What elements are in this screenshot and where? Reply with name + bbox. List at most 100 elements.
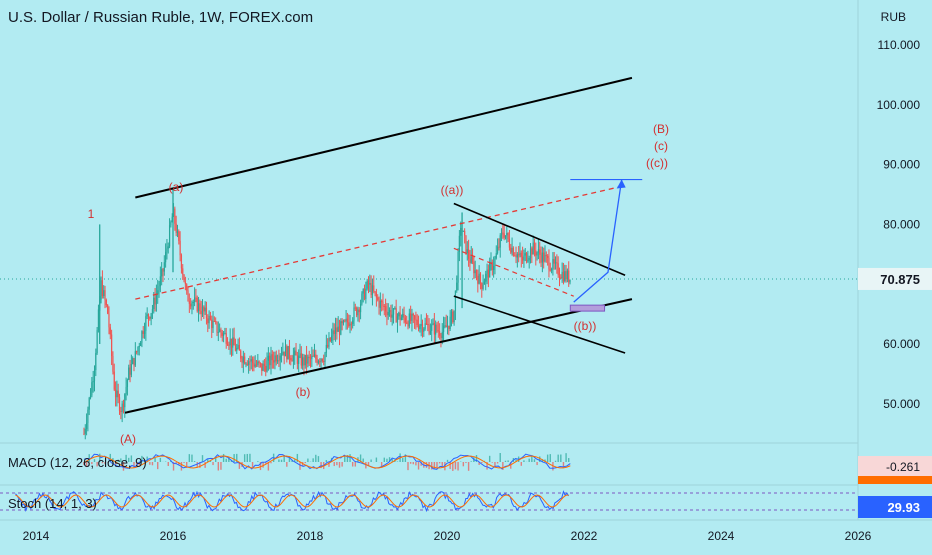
candle-body	[282, 352, 283, 355]
macd-histogram-bar	[523, 460, 524, 462]
candle-body	[108, 314, 109, 328]
candle-body	[382, 302, 383, 306]
candle-body	[517, 254, 518, 257]
candle-body	[394, 308, 395, 309]
time-tick-label: 2022	[571, 529, 598, 543]
target-box	[570, 305, 604, 311]
macd-histogram-bar	[536, 462, 537, 465]
candle-body	[251, 359, 252, 361]
candle-body	[432, 323, 433, 325]
candle-body	[558, 263, 559, 275]
candle-body	[522, 257, 523, 261]
wave-label: (c)	[654, 139, 668, 153]
candle-body	[477, 276, 478, 284]
macd-histogram-bar	[555, 461, 556, 462]
candle-body	[309, 357, 310, 358]
candle-body	[406, 323, 407, 324]
candle-body	[218, 332, 219, 333]
candle-body	[465, 235, 466, 253]
candle-body	[201, 311, 202, 314]
macd-histogram-bar	[363, 459, 364, 462]
macd-histogram-bar	[223, 454, 224, 462]
candle-body	[107, 305, 108, 314]
candle-body	[390, 310, 391, 318]
candle-body	[191, 303, 192, 306]
macd-histogram-bar	[315, 455, 316, 462]
candle-body	[523, 256, 524, 261]
small-channel-upper-line	[454, 203, 625, 275]
macd-label[interactable]: MACD (12, 26, close, 9)	[8, 455, 147, 470]
candle-body	[276, 355, 277, 361]
candle-body	[417, 320, 418, 325]
candle-body	[463, 231, 464, 232]
candle-body	[277, 360, 278, 361]
candle-body	[326, 345, 327, 353]
macd-histogram-bar	[312, 458, 313, 462]
price-tick-label: 60.000	[883, 337, 920, 351]
stoch-label[interactable]: Stoch (14, 1, 3)	[8, 496, 97, 511]
candle-body	[480, 274, 481, 283]
channel-midline	[135, 186, 625, 300]
candle-body	[539, 249, 540, 254]
candle-body	[320, 359, 321, 362]
candle-body	[529, 258, 530, 260]
candle-body	[203, 307, 204, 312]
candle-body	[427, 324, 428, 325]
candle-body	[314, 355, 315, 357]
price-tick-label: 100.000	[877, 98, 921, 112]
macd-histogram-bar	[149, 462, 150, 465]
macd-histogram-bar	[550, 454, 551, 462]
candle-body	[564, 271, 565, 281]
candle-body	[332, 330, 333, 335]
candle-body	[530, 248, 531, 257]
candle-body	[330, 338, 331, 341]
candle-body	[260, 363, 261, 364]
candle-body	[180, 241, 181, 255]
candle-body	[431, 325, 432, 331]
candle-body	[535, 250, 536, 255]
candle-body	[144, 331, 145, 334]
candle-body	[405, 318, 406, 323]
candle-body	[348, 322, 349, 326]
price-axis-currency: RUB	[881, 10, 906, 24]
candle-body	[241, 359, 242, 363]
candle-body	[118, 391, 119, 398]
wave-label: ((c))	[646, 156, 668, 170]
candle-body	[302, 357, 303, 365]
candle-body	[195, 298, 196, 299]
macd-histogram-bar	[355, 462, 356, 467]
candle-body	[396, 308, 397, 322]
macd-histogram-bar	[415, 462, 416, 465]
wave-label: ((b))	[574, 319, 597, 333]
macd-histogram-bar	[557, 455, 558, 462]
candle-body	[268, 356, 269, 361]
macd-histogram-bar	[349, 454, 350, 462]
candle-body	[397, 316, 398, 322]
macd-histogram-bar	[413, 462, 414, 464]
price-tick-label: 50.000	[883, 397, 920, 411]
candle-body	[226, 333, 227, 344]
macd-histogram-bar	[565, 453, 566, 462]
candle-body	[436, 325, 437, 331]
macd-histogram-bar	[386, 459, 387, 462]
macd-histogram-bar	[244, 454, 245, 462]
stoch-value: 29.93	[887, 500, 920, 515]
candle-body	[363, 289, 364, 293]
macd-histogram-bar	[568, 458, 569, 462]
candle-body	[307, 357, 308, 364]
candle-body	[521, 253, 522, 257]
macd-histogram-bar	[247, 454, 248, 462]
candle-body	[418, 325, 419, 329]
macd-histogram-bar	[339, 462, 340, 468]
candle-body	[245, 364, 246, 365]
candle-body	[481, 283, 482, 289]
candle-body	[236, 348, 237, 351]
candle-body	[378, 300, 379, 308]
candle-body	[154, 298, 155, 305]
macd-histogram-bar	[168, 462, 169, 466]
candle-body	[485, 274, 486, 282]
macd-value: -0.261	[886, 460, 920, 474]
candle-body	[556, 262, 557, 263]
macd-histogram-bar	[318, 456, 319, 462]
